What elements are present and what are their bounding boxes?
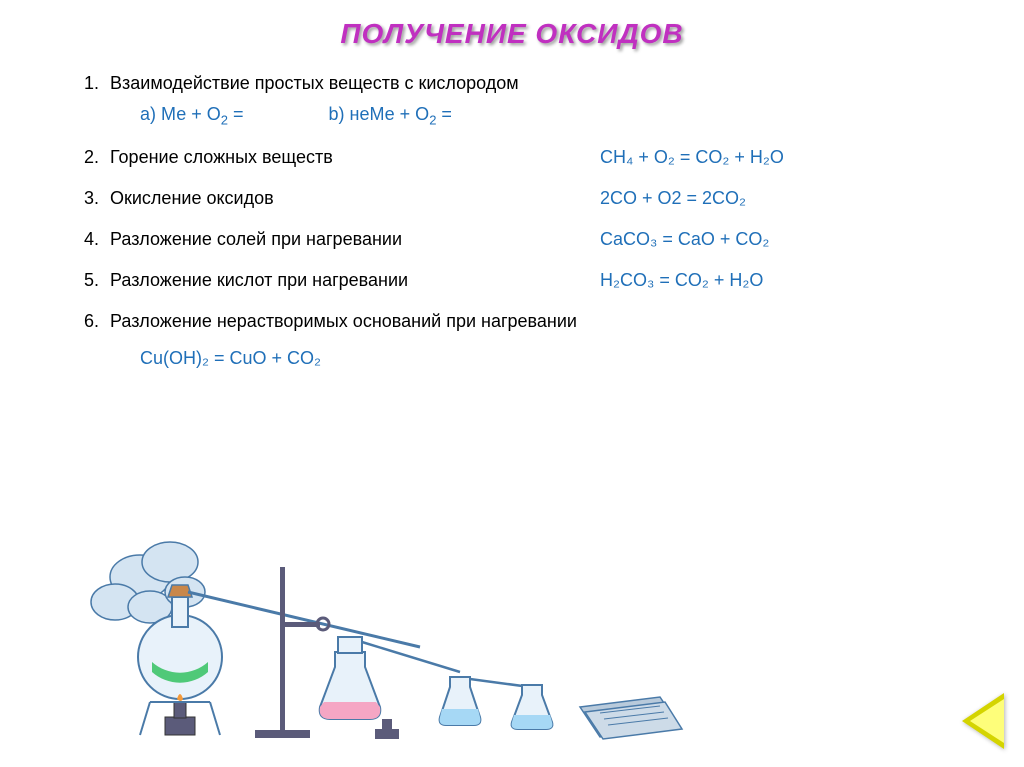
connecting-tube xyxy=(188,592,420,647)
sub-b-eq: = xyxy=(436,104,452,124)
list-item-4: 4. Разложение солей при нагревании CaCO₃… xyxy=(110,226,964,253)
item-text: Горение сложных веществ xyxy=(110,147,333,167)
item-text: Разложение кислот при нагревании xyxy=(110,270,408,290)
flask-small-1 xyxy=(440,677,481,725)
item-text: Разложение солей при нагревании xyxy=(110,229,402,249)
item-formula: CH₄ + O₂ = CO₂ + H₂O xyxy=(600,144,784,171)
item-number: 2. xyxy=(84,144,99,171)
sub-a-label: a) Ме + О xyxy=(140,104,221,124)
sub-b-label: b) неМе + О xyxy=(329,104,430,124)
lab-stand xyxy=(255,567,329,738)
chemistry-illustration xyxy=(80,507,700,747)
list-item-1: 1. Взаимодействие простых веществ с кисл… xyxy=(110,70,964,130)
list-item-6: 6. Разложение нерастворимых оснований пр… xyxy=(110,308,964,372)
item-formula: CaCO₃ = CaO + CO₂ xyxy=(600,226,769,253)
list-item-3: 3. Окисление оксидов 2CO + O2 = 2CO₂ xyxy=(110,185,964,212)
item-formula: 2CO + O2 = 2CO₂ xyxy=(600,185,746,212)
item-number: 5. xyxy=(84,267,99,294)
item-number: 3. xyxy=(84,185,99,212)
item-text: Взаимодействие простых веществ с кислоро… xyxy=(110,73,519,93)
burner-middle xyxy=(375,719,399,739)
burner-left xyxy=(140,694,220,735)
item-number: 1. xyxy=(84,70,99,97)
item-text: Окисление оксидов xyxy=(110,188,274,208)
flask-small-2 xyxy=(512,685,553,729)
page-title: ПОЛУЧЕНИЕ ОКСИДОВ xyxy=(0,0,1024,50)
flask-middle xyxy=(320,637,381,719)
sub-a-eq: = xyxy=(228,104,249,124)
item-text: Разложение нерастворимых оснований при н… xyxy=(110,311,577,331)
item-number: 4. xyxy=(84,226,99,253)
nav-arrow-fill xyxy=(970,699,1004,743)
paper-stack xyxy=(580,697,682,739)
item-1-sub: a) Ме + О2 = b) неМе + О2 = xyxy=(110,101,964,130)
item-number: 6. xyxy=(84,308,99,335)
content-list: 1. Взаимодействие простых веществ с кисл… xyxy=(0,50,1024,372)
nav-back-arrow[interactable] xyxy=(962,693,1004,749)
list-item-2: 2. Горение сложных веществ CH₄ + O₂ = CO… xyxy=(110,144,964,171)
list-item-5: 5. Разложение кислот при нагревании H₂CO… xyxy=(110,267,964,294)
sub-a-sub: 2 xyxy=(221,113,228,128)
item-formula-below: Cu(OH)₂ = CuO + CO₂ xyxy=(110,345,964,372)
tube-2 xyxy=(362,642,460,672)
item-formula: H₂CO₃ = CO₂ + H₂O xyxy=(600,267,763,294)
